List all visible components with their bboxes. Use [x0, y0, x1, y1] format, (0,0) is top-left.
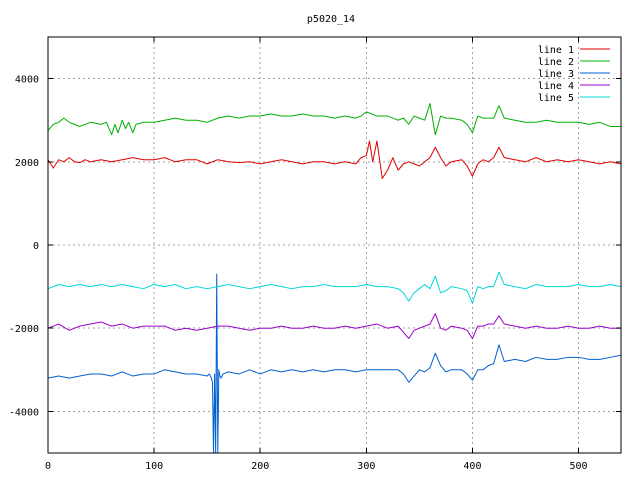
x-tick-label: 300	[357, 461, 375, 472]
legend-label-2: line 2	[538, 57, 574, 68]
x-tick-label: 100	[145, 461, 163, 472]
series-line-2	[47, 103, 622, 136]
y-tick-label: -2000	[9, 324, 39, 335]
y-tick-label: 4000	[15, 75, 39, 86]
y-tick-label: -4000	[9, 407, 39, 418]
series-line-5	[47, 271, 622, 304]
grid-layer	[47, 37, 621, 453]
legend-label-5: line 5	[538, 93, 574, 104]
series-line-3	[47, 273, 622, 454]
tick-layer: 0 100 200 300 400 500 4000 2000 0 -2000 -4000	[9, 37, 621, 472]
y-tick-label: 2000	[15, 158, 39, 169]
y-tick-label: 0	[33, 241, 39, 252]
series-layer	[47, 103, 622, 454]
x-tick-label: 400	[463, 461, 481, 472]
x-tick-label: 0	[45, 461, 51, 472]
legend-label-1: line 1	[538, 45, 574, 56]
x-tick-label: 500	[570, 461, 588, 472]
series-line-4	[47, 313, 622, 340]
legend-label-3: line 3	[538, 69, 574, 80]
series-line-1	[47, 140, 622, 179]
chart-title: p5020_14	[307, 14, 355, 25]
legend-label-4: line 4	[538, 81, 574, 92]
x-tick-label: 200	[251, 461, 269, 472]
